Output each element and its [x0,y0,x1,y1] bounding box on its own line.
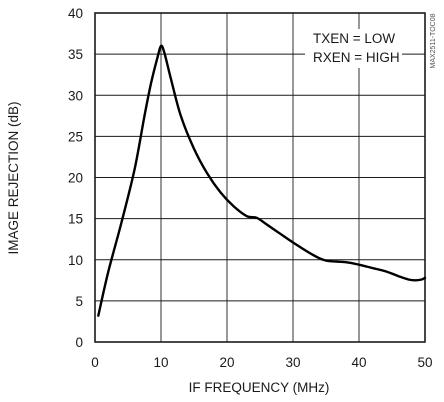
plot-frame [94,12,426,343]
x-tick-label: 10 [153,355,168,370]
x-tick-label: 0 [91,355,99,370]
y-tick-label: 0 [75,335,83,350]
y-tick-label: 25 [68,129,83,144]
y-tick-labels: 0 5 10 15 20 25 30 35 40 [68,6,83,350]
x-tick-labels: 0 10 20 30 40 50 [91,355,432,370]
x-tick-label: 40 [351,355,366,370]
annotation-background [305,29,402,68]
figure-code: MAX2511-TOC08 [430,13,437,68]
x-tick-label: 50 [417,355,432,370]
y-tick-label: 10 [68,253,83,268]
x-tick-label: 20 [219,355,234,370]
y-tick-label: 30 [68,88,83,103]
y-tick-label: 35 [68,47,83,62]
y-tick-label: 20 [68,171,83,186]
series-line [97,44,427,317]
x-tick-label: 30 [285,355,300,370]
annotation-rxen: RXEN = HIGH [313,50,400,65]
y-tick-label: 5 [75,294,83,309]
x-axis-label: IF FREQUENCY (MHz) [189,380,330,395]
y-axis-label: IMAGE REJECTION (dB) [6,101,21,254]
y-tick-label: 15 [68,212,83,227]
annotation-txen: TXEN = LOW [313,31,395,46]
y-tick-label: 40 [68,6,83,21]
